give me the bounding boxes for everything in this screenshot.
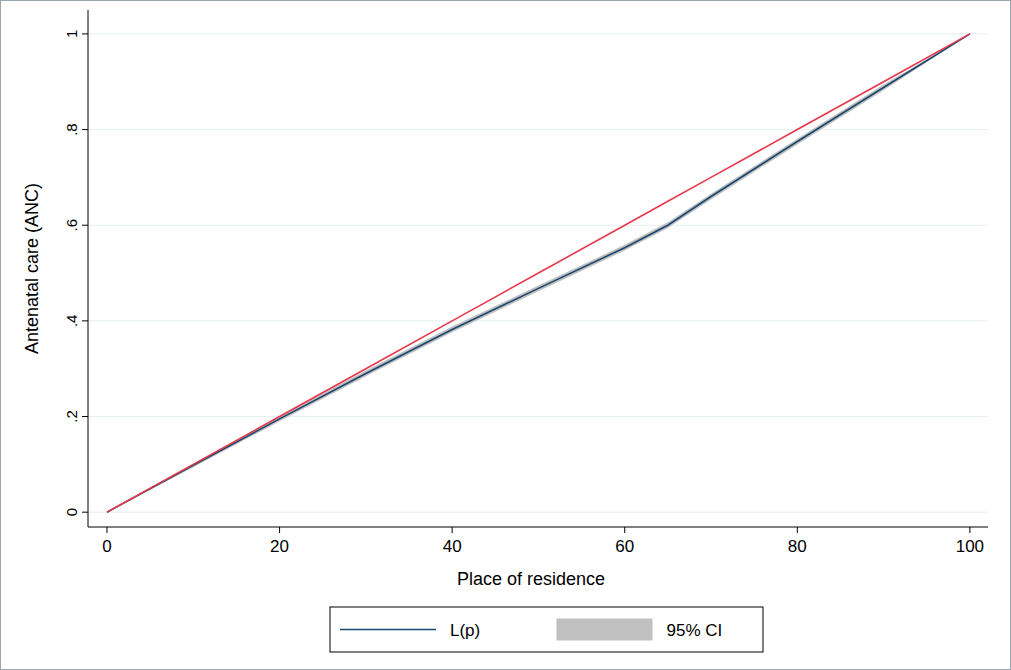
y-tick-label: .2 [63,410,80,423]
y-tick-label: 0 [63,508,80,516]
x-tick-label: 0 [102,537,111,556]
y-tick-label: .4 [63,315,80,328]
legend-swatch [557,619,653,641]
y-tick-label: .8 [63,123,80,136]
legend [330,607,763,652]
plot-area [88,10,988,527]
x-axis-title: Place of residence [457,569,605,589]
plot-marks [107,34,970,512]
x-tick [279,527,280,533]
x-tick-label: 40 [443,537,462,556]
x-tick [624,527,625,533]
y-tick [82,320,88,321]
grid-line [88,33,988,34]
grid-line [88,320,988,321]
legend-swatch [340,629,436,631]
y-tick [82,225,88,226]
x-tick-label: 20 [270,537,289,556]
y-tick [82,129,88,130]
y-tick [82,33,88,34]
x-tick-label: 60 [615,537,634,556]
y-axis [88,10,89,527]
y-tick-label: 1 [63,30,80,38]
x-tick [452,527,453,533]
chart: 0 .2 .4 .6 .8 1 0 20 40 60 80 100 Place of residence… [0,0,1011,670]
y-axis-title: Antenatal care (ANC) [22,183,42,354]
x-axis [88,527,988,528]
y-tick [82,512,88,513]
x-tick-label: 80 [788,537,807,556]
grid-line [88,225,988,226]
x-tick [969,527,970,533]
background [1,1,1011,670]
series-line [107,34,970,512]
legend-label: 95% CI [667,621,723,640]
equality-line [107,34,970,512]
x-tick-label: 100 [956,537,984,556]
y-tick [82,416,88,417]
y-tick-label: .6 [63,219,80,232]
x-tick [106,527,107,533]
grid-line [88,129,988,130]
ci-band [107,34,970,512]
legend-label: L(p) [450,621,480,640]
grid-line [88,416,988,417]
grid-line [88,512,988,513]
x-tick [797,527,798,533]
